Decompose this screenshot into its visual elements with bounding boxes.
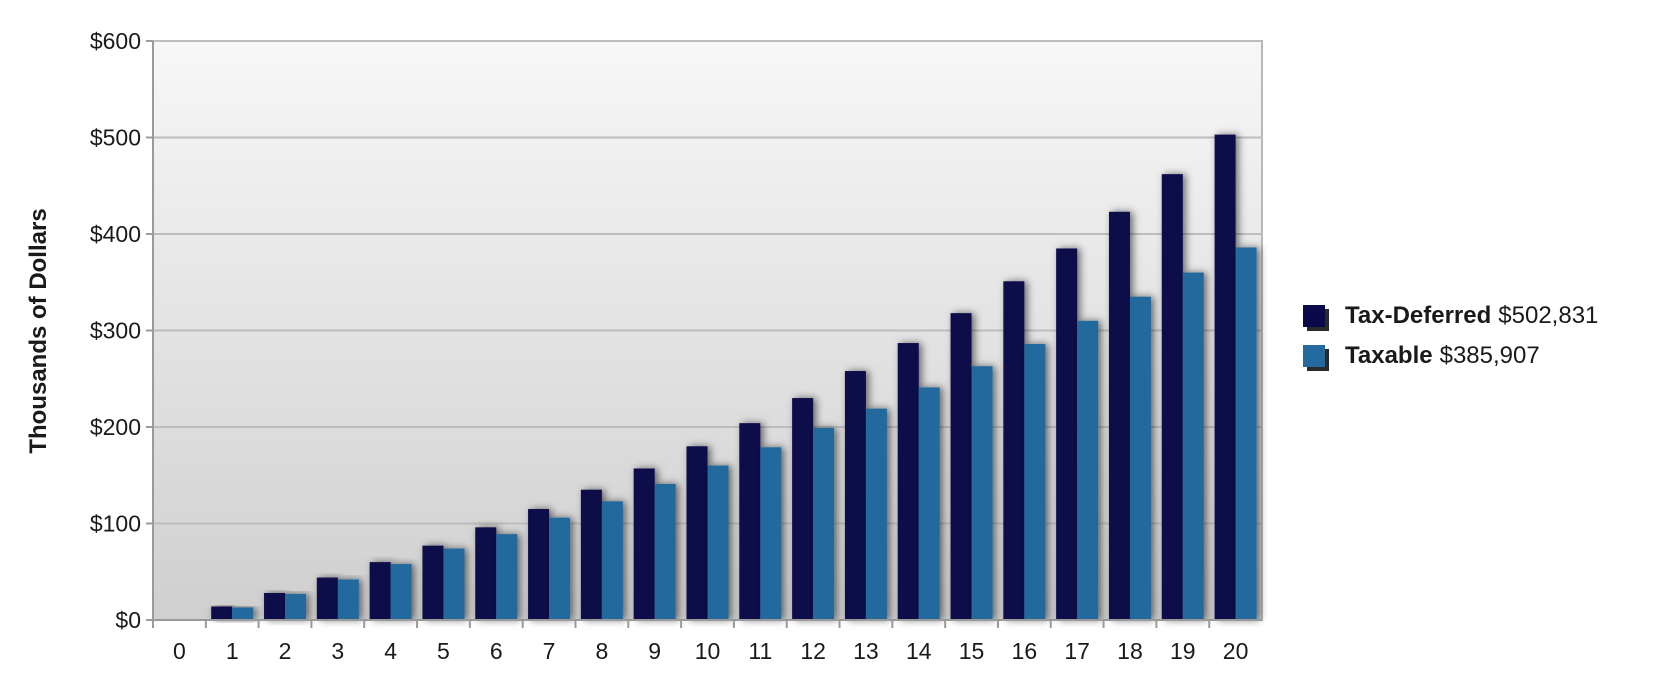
bar-taxable: [549, 517, 571, 620]
x-tick-label: 15: [959, 638, 985, 664]
bar-taxable: [760, 447, 782, 620]
x-tick-label: 12: [800, 638, 826, 664]
legend-name-tax-deferred: Tax-Deferred: [1345, 302, 1492, 329]
bar-taxable: [1024, 344, 1046, 620]
bar-taxable: [443, 548, 465, 620]
y-tick-label: $200: [90, 414, 141, 440]
legend-amount-taxable: $385,907: [1439, 342, 1540, 369]
bar-taxable: [1235, 247, 1257, 620]
legend-swatch-tax-deferred: [1303, 305, 1329, 331]
bar-taxable: [390, 564, 412, 620]
x-tick-label: 17: [1064, 638, 1090, 664]
bar-tax-deferred: [739, 423, 761, 620]
bar-tax-deferred: [792, 398, 814, 620]
legend-name-taxable: Taxable: [1345, 342, 1433, 369]
bar-tax-deferred: [211, 606, 233, 620]
bar-tax-deferred: [1108, 211, 1130, 620]
bar-taxable: [1077, 320, 1099, 620]
x-tick-label: 20: [1223, 638, 1249, 664]
bar-taxable: [654, 483, 676, 620]
bar-tax-deferred: [1056, 248, 1078, 620]
bar-tax-deferred: [844, 371, 866, 620]
bar-tax-deferred: [897, 343, 919, 620]
x-tick-label: 4: [384, 638, 397, 664]
bar-tax-deferred: [580, 489, 602, 620]
bar-taxable: [496, 534, 518, 620]
bar-taxable: [813, 427, 835, 620]
y-tick-label: $500: [90, 125, 141, 151]
legend-item-tax-deferred: Tax-Deferred $502,831: [1303, 296, 1598, 336]
y-axis-label: Thousands of Dollars: [25, 208, 52, 453]
x-tick-label: 3: [331, 638, 344, 664]
x-tick-label: 6: [490, 638, 503, 664]
bar-taxable: [601, 501, 623, 620]
y-tick-label: $100: [90, 511, 141, 537]
bar-tax-deferred: [264, 592, 286, 620]
bar-taxable: [918, 387, 940, 620]
bar-tax-deferred: [1214, 134, 1236, 621]
bar-tax-deferred: [1161, 174, 1183, 621]
x-tick-label: 5: [437, 638, 450, 664]
x-tick-label: 18: [1117, 638, 1143, 664]
bar-tax-deferred: [422, 545, 444, 620]
x-tick-label: 1: [226, 638, 239, 664]
bar-tax-deferred: [1003, 281, 1025, 620]
bar-taxable: [1182, 272, 1204, 620]
bar-taxable: [865, 408, 887, 620]
legend: Tax-Deferred $502,831 Taxable $385,907: [1303, 296, 1598, 376]
bar-tax-deferred: [950, 313, 972, 620]
legend-item-taxable: Taxable $385,907: [1303, 336, 1598, 376]
bar-taxable: [337, 579, 359, 620]
x-tick-label: 11: [748, 638, 772, 664]
legend-amount-tax-deferred: $502,831: [1498, 302, 1599, 329]
bar-taxable: [707, 465, 729, 620]
x-tick-label: 14: [906, 638, 932, 664]
bar-taxable: [971, 366, 993, 620]
x-tick-label: 8: [595, 638, 608, 664]
legend-swatch-taxable: [1303, 345, 1329, 371]
bar-tax-deferred: [316, 577, 338, 620]
bar-tax-deferred: [686, 446, 708, 620]
y-tick-label: $300: [90, 318, 141, 344]
bar-taxable: [1129, 296, 1151, 620]
bar-tax-deferred: [528, 509, 550, 620]
x-tick-label: 13: [853, 638, 879, 664]
bar-tax-deferred: [369, 562, 391, 620]
x-tick-label: 7: [543, 638, 556, 664]
y-tick-label: $400: [90, 221, 141, 247]
bar-taxable: [285, 593, 307, 620]
x-tick-label: 16: [1012, 638, 1038, 664]
x-tick-label: 2: [279, 638, 292, 664]
bar-taxable: [232, 607, 254, 620]
bar-tax-deferred: [633, 468, 655, 620]
x-tick-label: 0: [173, 638, 186, 664]
x-tick-label: 19: [1170, 638, 1196, 664]
y-tick-label: $0: [115, 607, 141, 633]
bar-tax-deferred: [475, 527, 497, 620]
x-tick-label: 9: [648, 638, 661, 664]
y-tick-label: $600: [90, 28, 141, 54]
x-tick-label: 10: [695, 638, 721, 664]
